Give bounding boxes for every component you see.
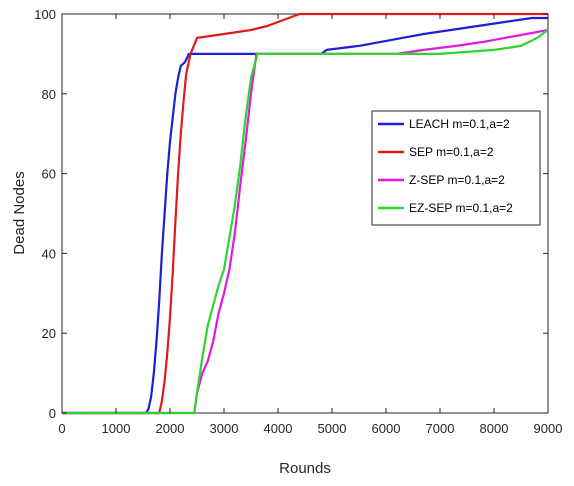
legend-label-sep: SEP m=0.1,a=2 [409,145,494,159]
y-tick-label: 60 [42,167,56,182]
x-tick-label: 6000 [372,421,401,436]
y-tick-label: 40 [42,246,56,261]
x-tick-label: 3000 [210,421,239,436]
legend-label-z-sep: Z-SEP m=0.1,a=2 [409,173,505,187]
x-tick-label: 2000 [156,421,185,436]
x-tick-label: 4000 [264,421,293,436]
x-axis-label: Rounds [279,460,331,477]
x-tick-label: 5000 [318,421,347,436]
legend-label-leach: LEACH m=0.1,a=2 [409,117,510,131]
legend-entries: LEACH m=0.1,a=2 SEP m=0.1,a=2 Z-SEP m=0.1,… [378,117,513,215]
series-line-sep [62,12,548,415]
y-tick-label: 100 [34,7,56,22]
y-tick-label: 0 [49,406,56,421]
x-tick-label: 0 [58,421,65,436]
legend: LEACH m=0.1,a=2 SEP m=0.1,a=2 Z-SEP m=0.1,… [371,110,541,226]
series-layer [62,12,549,415]
x-tick-label: 9000 [534,421,563,436]
x-tick-label: 1000 [102,421,131,436]
y-tick-label: 20 [42,326,56,341]
y-axis-label: Dead Nodes [11,171,28,254]
series-line-ez-sep [62,29,549,415]
x-tick-label: 7000 [426,421,455,436]
x-axis-ticks: 0 1000 2000 3000 4000 5000 6000 7000 8000 9000 [58,14,562,436]
y-axis-ticks: 0 20 40 60 80 100 [34,7,548,421]
x-tick-label: 8000 [480,421,509,436]
y-tick-label: 80 [42,87,56,102]
series-line-leach [62,16,548,415]
legend-label-ez-sep: EZ-SEP m=0.1,a=2 [409,201,513,215]
series-line-z-sep [62,28,549,415]
legend-box [371,110,541,226]
